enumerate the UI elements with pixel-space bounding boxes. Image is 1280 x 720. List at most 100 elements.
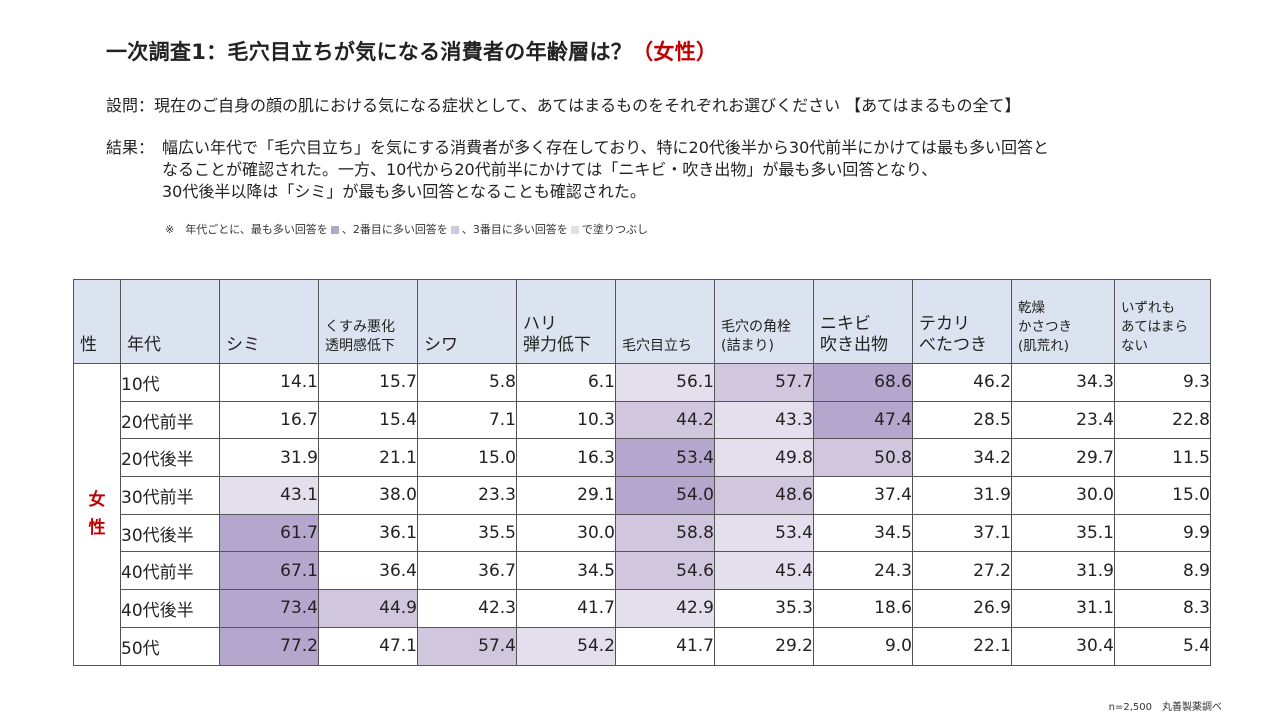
col-header-line: (詰まり) [721,338,774,354]
result-line: 幅広い年代で「毛穴目立ち」を気にする消費者が多く存在しており、特に20代後半から… [162,138,1049,157]
value-cell: 16.7 [219,400,319,440]
question-body: 現在のご自身の顔の肌における気になる症状として、あてはまるものをそれぞれお選びく… [154,96,1021,115]
col-header-line: 弾力低下 [523,335,591,355]
value-cell: 46.2 [912,363,1012,402]
age-cell: 20代後半 [120,438,220,478]
col-header-line: いずれも [1121,300,1175,316]
col-header-line: 乾燥 [1018,300,1045,316]
value-cell: 24.3 [813,551,913,591]
value-cell: 37.4 [813,476,913,515]
value-cell: 42.9 [615,589,715,628]
value-cell: 31.9 [1011,551,1115,591]
value-cell: 35.1 [1011,513,1115,553]
value-cell: 43.3 [714,400,814,440]
value-cell: 54.2 [516,626,616,666]
value-cell: 44.2 [615,400,715,440]
value-cell: 23.4 [1011,400,1115,440]
value-cell: 14.1 [219,363,319,402]
value-cell: 9.9 [1114,513,1211,553]
value-cell: 29.7 [1011,438,1115,478]
value-cell: 54.6 [615,551,715,591]
col-header-line: くすみ悪化 [325,319,395,335]
legend-swatch-rank2 [450,226,459,234]
question-label: 設問： [106,96,155,115]
age-cell: 40代後半 [120,589,220,628]
value-cell: 5.8 [417,363,517,402]
value-cell: 68.6 [813,363,913,402]
sex-label-cell: 女性 [73,363,121,666]
footer-note: n=2,500 丸善製薬調べ [1109,698,1222,713]
col-header-line: べたつき [919,335,987,355]
legend-swatch-rank1 [330,226,339,234]
col-header-line: あてはまら [1121,319,1188,335]
note-prefix: ※ 年代ごとに、最も多い回答を [165,223,328,236]
col-header-line: ハリ [523,314,557,334]
col-header: テカリ べたつき [912,279,1012,364]
value-cell: 49.8 [714,438,814,478]
note-mid2: 、3番目に多い回答を [461,223,568,236]
col-header-line: ない [1121,338,1148,354]
value-cell: 30.0 [516,513,616,553]
age-cell: 40代前半 [120,551,220,591]
col-header-line: シミ [226,335,260,355]
value-cell: 47.4 [813,400,913,440]
value-cell: 9.0 [813,626,913,666]
age-cell: 30代後半 [120,513,220,553]
value-cell: 30.0 [1011,476,1115,515]
value-cell: 44.9 [318,589,418,628]
note-suffix: で塗りつぶし [581,223,649,236]
value-cell: 36.7 [417,551,517,591]
value-cell: 41.7 [615,626,715,666]
value-cell: 27.2 [912,551,1012,591]
value-cell: 48.6 [714,476,814,515]
value-cell: 37.1 [912,513,1012,553]
value-cell: 11.5 [1114,438,1211,478]
value-cell: 29.2 [714,626,814,666]
value-cell: 42.3 [417,589,517,628]
col-header: 毛穴の角栓 (詰まり) [714,279,814,364]
sample-size: n=2,500 [1108,702,1152,713]
value-cell: 50.8 [813,438,913,478]
value-cell: 7.1 [417,400,517,440]
col-header: ハリ 弾力低下 [516,279,616,364]
col-header: 乾燥 かさつき (肌荒れ) [1011,279,1115,364]
title-main: 一次調査1：毛穴目立ちが気になる消費者の年齢層は？ [106,40,633,64]
value-cell: 56.1 [615,363,715,402]
age-cell: 50代 [120,626,220,666]
col-header: ニキビ 吹き出物 [813,279,913,364]
age-cell: 30代前半 [120,476,220,515]
col-header: いずれもあてはまらない [1114,279,1211,364]
value-cell: 22.8 [1114,400,1211,440]
col-header-line: ニキビ [820,314,871,334]
question-text: 設問：現在のご自身の顔の肌における気になる症状として、あてはまるものをそれぞれお… [106,92,1021,116]
age-cell: 20代前半 [120,400,220,440]
col-header-sex: 性 [73,279,121,364]
table-row: 40代後半 73.4 44.9 42.3 41.7 42.9 35.3 18.6 26.9 31.… [74,589,1211,628]
value-cell: 67.1 [219,551,319,591]
value-cell: 61.7 [219,513,319,553]
value-cell: 34.3 [1011,363,1115,402]
value-cell: 34.5 [813,513,913,553]
value-cell: 31.9 [912,476,1012,515]
title-accent: （女性） [632,40,718,64]
value-cell: 53.4 [714,513,814,553]
value-cell: 57.7 [714,363,814,402]
value-cell: 36.1 [318,513,418,553]
value-cell: 54.0 [615,476,715,515]
value-cell: 10.3 [516,400,616,440]
value-cell: 9.3 [1114,363,1211,402]
result-line: なることが確認された。一方、10代から20代前半にかけては「ニキビ・吹き出物」が… [162,160,938,179]
sex-label-char: 性 [88,518,106,539]
value-cell: 35.5 [417,513,517,553]
col-header-line: 毛穴の角栓 [721,319,791,335]
value-cell: 31.9 [219,438,319,478]
value-cell: 53.4 [615,438,715,478]
value-cell: 31.1 [1011,589,1115,628]
table-row: 女性 10代 14.1 15.7 5.8 6.1 56.1 57.7 68.6 46.2 34.3 9… [73,363,1211,666]
value-cell: 35.3 [714,589,814,628]
value-cell: 21.1 [318,438,418,478]
value-cell: 8.3 [1114,589,1211,628]
value-cell: 47.1 [318,626,418,666]
table-row: 20代後半 31.9 21.1 15.0 16.3 53.4 49.8 50.8 34.2 29.… [74,438,1211,478]
value-cell: 58.8 [615,513,715,553]
